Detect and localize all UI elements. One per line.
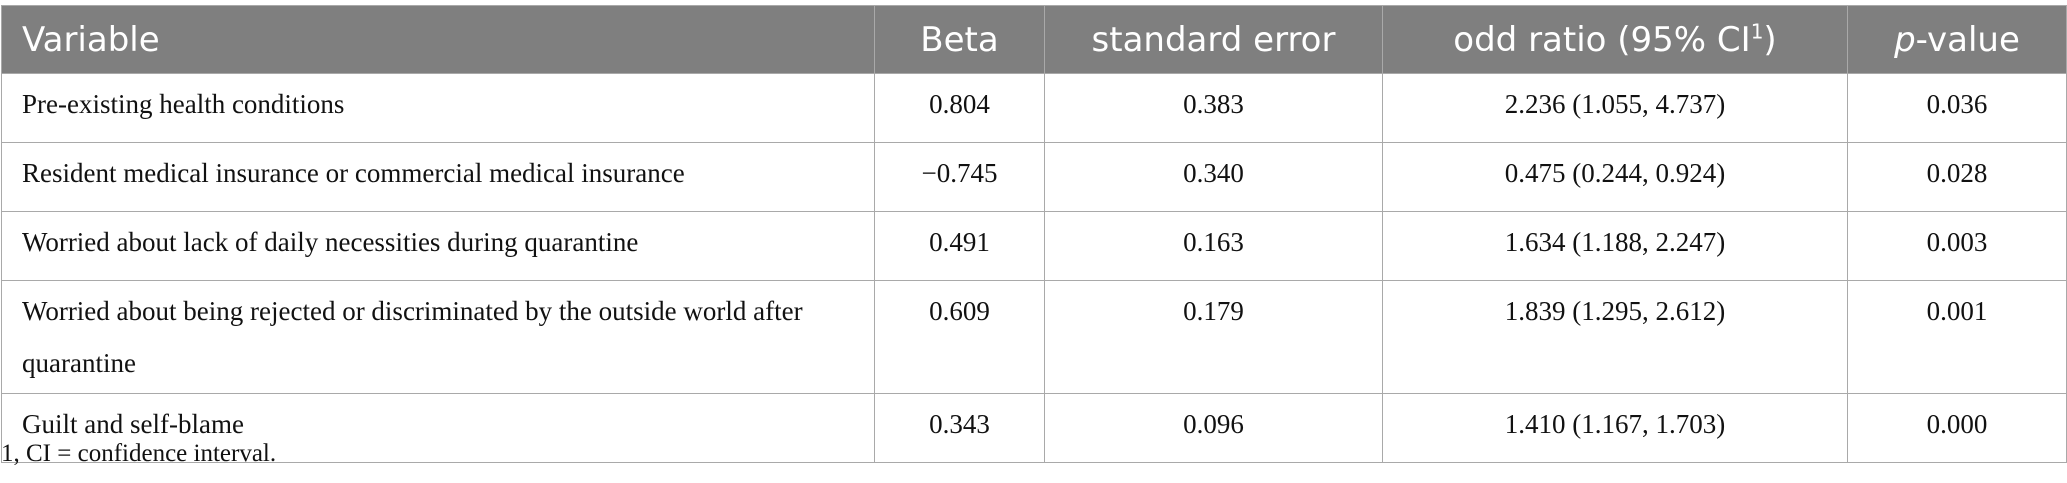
cell-variable: Resident medical insurance or commercial… [1,142,875,212]
header-standard-error: standard error [1044,5,1383,74]
cell-beta: −0.745 [874,142,1045,212]
footnote-marker: 1 [1750,19,1764,44]
cell-odd-ratio: 0.475 (0.244, 0.924) [1382,142,1848,212]
table-footnote: 1, CI = confidence interval. [1,440,277,467]
table-row: Worried about being rejected or discrimi… [1,280,2067,394]
cell-beta: 0.609 [874,280,1045,394]
cell-odd-ratio: 2.236 (1.055, 4.737) [1382,73,1848,143]
cell-variable: Worried about lack of daily necessities … [1,211,875,281]
cell-p-value: 0.000 [1847,393,2067,463]
header-odd-ratio: odd ratio (95% CI1) [1382,5,1848,74]
cell-beta: 0.343 [874,393,1045,463]
cell-standard-error: 0.179 [1044,280,1383,394]
cell-variable: Worried about being rejected or discrimi… [1,280,875,394]
cell-odd-ratio: 1.839 (1.295, 2.612) [1382,280,1848,394]
cell-p-value: 0.003 [1847,211,2067,281]
cell-standard-error: 0.340 [1044,142,1383,212]
cell-standard-error: 0.383 [1044,73,1383,143]
cell-variable: Guilt and self-blame [1,393,875,463]
cell-standard-error: 0.096 [1044,393,1383,463]
cell-variable: Pre-existing health conditions [1,73,875,143]
cell-p-value: 0.028 [1847,142,2067,212]
cell-odd-ratio: 1.634 (1.188, 2.247) [1382,211,1848,281]
cell-odd-ratio: 1.410 (1.167, 1.703) [1382,393,1848,463]
cell-standard-error: 0.163 [1044,211,1383,281]
table-header-row: Variable Beta standard error odd ratio (… [1,5,2067,74]
header-variable: Variable [1,5,875,74]
table-row: Resident medical insurance or commercial… [1,142,2067,212]
regression-table: Variable Beta standard error odd ratio (… [1,5,2067,463]
header-beta: Beta [874,5,1045,74]
cell-beta: 0.491 [874,211,1045,281]
cell-p-value: 0.036 [1847,73,2067,143]
header-p-value: p-value [1847,5,2067,74]
regression-table-container: Variable Beta standard error odd ratio (… [0,5,2067,463]
table-row: Guilt and self-blame 0.343 0.096 1.410 (… [1,393,2067,463]
cell-beta: 0.804 [874,73,1045,143]
table-row: Worried about lack of daily necessities … [1,211,2067,281]
table-row: Pre-existing health conditions 0.804 0.3… [1,73,2067,143]
cell-p-value: 0.001 [1847,280,2067,394]
